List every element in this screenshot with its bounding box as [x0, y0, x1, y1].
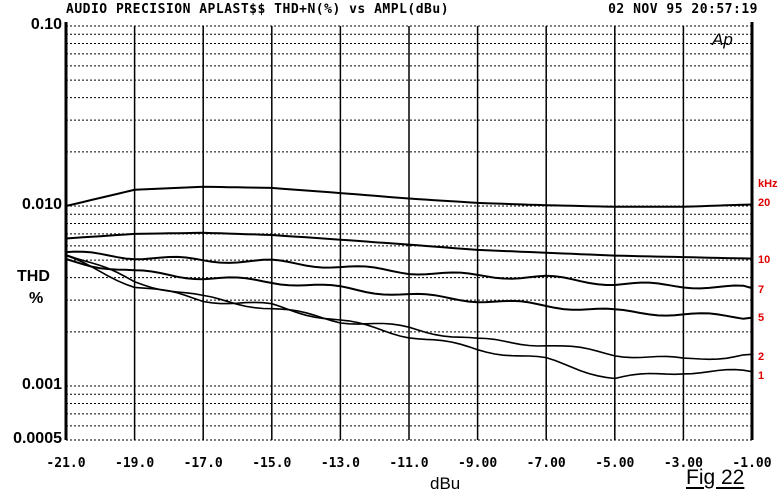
y-axis-unit: %	[29, 290, 44, 307]
series-line-7khz	[65, 250, 753, 290]
x-tick-label: -9.00	[458, 456, 498, 471]
series-line-5khz	[65, 258, 753, 320]
legend-label-2khz: 2	[758, 351, 765, 363]
x-tick-label: -21.0	[46, 456, 86, 471]
legend-label-20khz: 20	[758, 197, 771, 209]
legend-unit: kHz	[758, 178, 778, 190]
ap-logo: Ap	[712, 30, 733, 49]
y-tick-label: 0.0005	[13, 430, 62, 447]
x-tick-label: -13.0	[320, 456, 360, 471]
series-line-2khz	[65, 254, 753, 361]
x-tick-label: -11.0	[389, 456, 429, 471]
series-line-1khz	[65, 254, 753, 380]
chart-title: AUDIO PRECISION APLAST$$ THD+N(%) vs AMP…	[66, 2, 450, 17]
y-axis-title: THD	[17, 268, 50, 285]
legend-label-7khz: 7	[758, 284, 765, 296]
chart-timestamp: 02 NOV 95 20:57:19	[608, 2, 758, 17]
legend-label-10khz: 10	[758, 254, 771, 266]
x-tick-label: -3.00	[663, 456, 703, 471]
x-tick-label: -19.0	[115, 456, 155, 471]
x-tick-label: -17.0	[183, 456, 223, 471]
legend-label-5khz: 5	[758, 312, 765, 324]
x-tick-label: -1.00	[732, 456, 772, 471]
y-tick-label: 0.001	[21, 376, 62, 393]
x-tick-label: -15.0	[252, 456, 292, 471]
y-tick-label: 0.010	[21, 196, 62, 213]
y-tick-label: 0.10	[30, 16, 62, 33]
x-tick-label: -7.00	[526, 456, 566, 471]
x-tick-label: -5.00	[595, 456, 635, 471]
x-axis-title: dBu	[430, 474, 461, 493]
series-line-10khz	[65, 231, 753, 260]
series-line-20khz	[65, 185, 753, 208]
legend-label-1khz: 1	[758, 370, 765, 382]
figure-label: Fig 22	[686, 466, 745, 489]
